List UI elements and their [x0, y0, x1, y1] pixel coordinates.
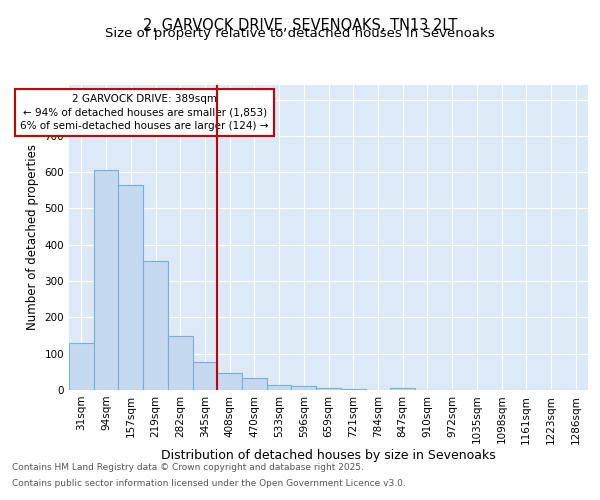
- Bar: [193, 362, 217, 390]
- Bar: [292, 386, 316, 390]
- Text: Contains public sector information licensed under the Open Government Licence v3: Contains public sector information licen…: [12, 478, 406, 488]
- Bar: [390, 388, 415, 390]
- Bar: [168, 336, 193, 390]
- Text: 2 GARVOCK DRIVE: 389sqm
← 94% of detached houses are smaller (1,853)
6% of semi-: 2 GARVOCK DRIVE: 389sqm ← 94% of detache…: [20, 94, 269, 130]
- Bar: [94, 170, 118, 390]
- Text: Contains HM Land Registry data © Crown copyright and database right 2025.: Contains HM Land Registry data © Crown c…: [12, 464, 364, 472]
- Text: Size of property relative to detached houses in Sevenoaks: Size of property relative to detached ho…: [105, 28, 495, 40]
- Bar: [242, 378, 267, 390]
- Bar: [217, 372, 242, 390]
- Bar: [69, 343, 94, 390]
- Text: 2, GARVOCK DRIVE, SEVENOAKS, TN13 2LT: 2, GARVOCK DRIVE, SEVENOAKS, TN13 2LT: [143, 18, 457, 32]
- Y-axis label: Number of detached properties: Number of detached properties: [26, 144, 39, 330]
- Bar: [267, 384, 292, 390]
- X-axis label: Distribution of detached houses by size in Sevenoaks: Distribution of detached houses by size …: [161, 449, 496, 462]
- Bar: [118, 185, 143, 390]
- Bar: [143, 261, 168, 390]
- Bar: [341, 389, 365, 390]
- Bar: [316, 388, 341, 390]
